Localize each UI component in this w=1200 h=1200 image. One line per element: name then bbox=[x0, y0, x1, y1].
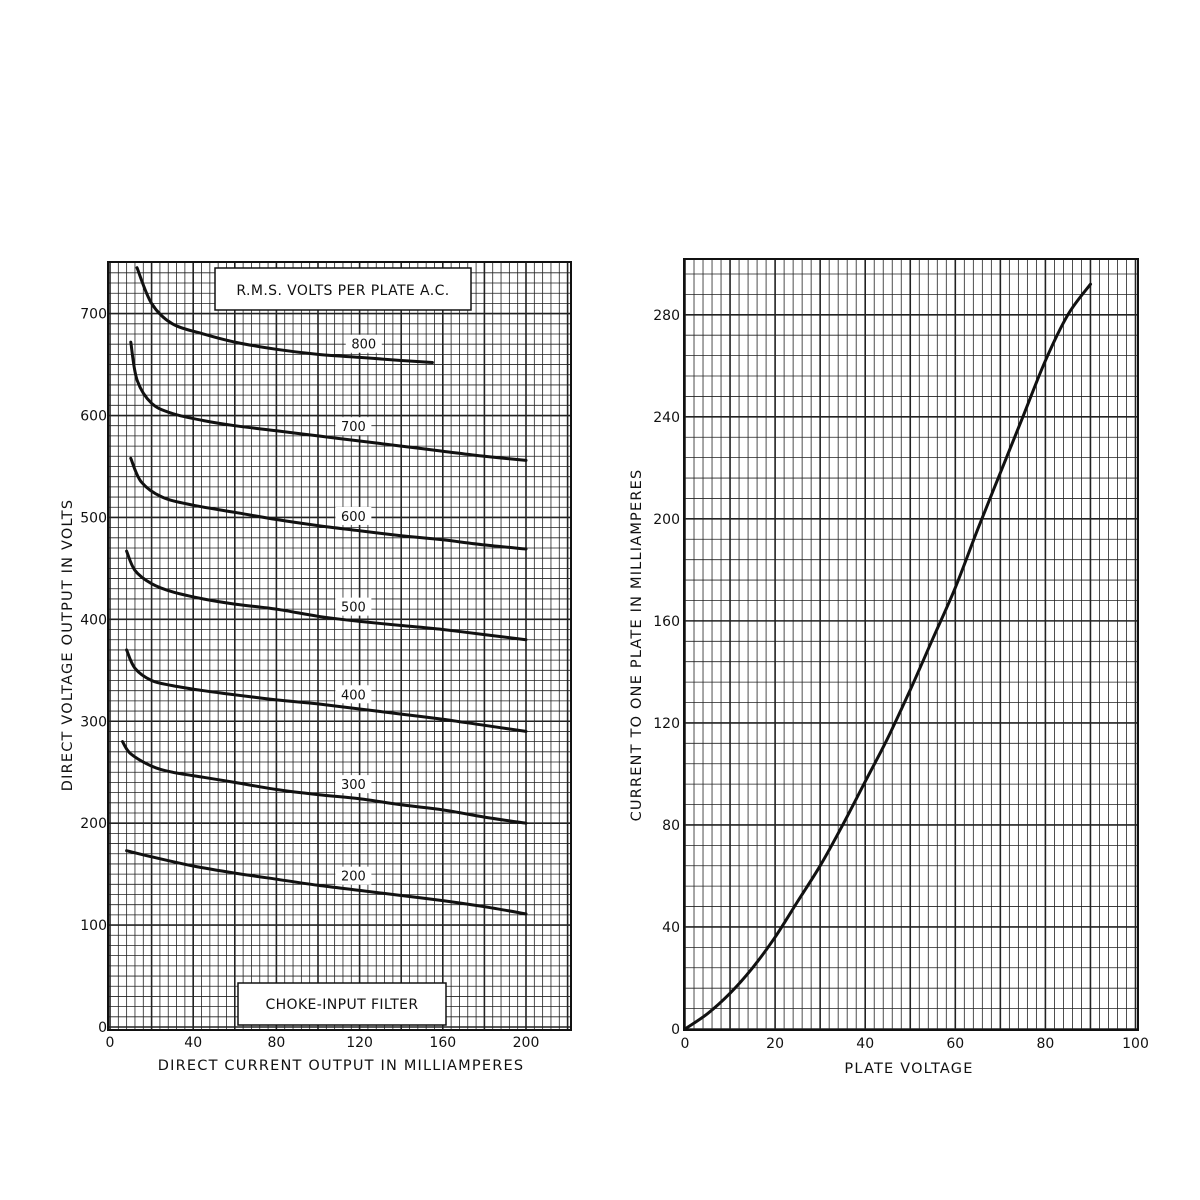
y-tick-label: 100 bbox=[80, 918, 107, 934]
x-tick-label: 20 bbox=[766, 1036, 784, 1052]
x-tick-label: 200 bbox=[513, 1035, 540, 1051]
right-x-tick-labels: 0 20 40 60 80 100 bbox=[681, 1036, 1149, 1052]
curve-label-300: 300 bbox=[341, 778, 366, 793]
curve-label-bg bbox=[335, 685, 372, 704]
curve-800 bbox=[135, 266, 434, 364]
curve-label-bg bbox=[335, 506, 372, 525]
x-tick-label: 40 bbox=[184, 1035, 202, 1051]
curve-label-bg bbox=[335, 417, 372, 436]
x-tick-label: 40 bbox=[856, 1036, 874, 1052]
y-tick-label: 160 bbox=[653, 614, 680, 630]
left-chart: 800 700 600 500 400 300 200 0 40 80 120 160 200 0 10… bbox=[60, 261, 572, 1074]
curve-label-bg bbox=[335, 866, 372, 885]
left-x-tick-labels: 0 40 80 120 160 200 bbox=[106, 1035, 540, 1051]
plot-frame bbox=[107, 261, 572, 1031]
y-tick-label: 200 bbox=[653, 512, 680, 528]
current-curve bbox=[683, 282, 1092, 1031]
right-grid bbox=[683, 258, 1139, 1031]
curve-label-800: 800 bbox=[351, 338, 376, 353]
right-y-axis-label: CURRENT TO ONE PLATE IN MILLIAMPERES bbox=[629, 469, 645, 822]
y-tick-label: 280 bbox=[653, 308, 680, 324]
curve-label-bg bbox=[335, 597, 372, 616]
filter-annotation-box bbox=[237, 982, 447, 1026]
y-tick-label: 0 bbox=[98, 1020, 107, 1036]
curve-700 bbox=[129, 340, 528, 462]
y-tick-label: 240 bbox=[653, 410, 680, 426]
plot-frame bbox=[683, 258, 1139, 1031]
y-tick-label: 700 bbox=[80, 307, 107, 323]
left-y-axis-label: DIRECT VOLTAGE OUTPUT IN VOLTS bbox=[60, 499, 76, 792]
curve-label-400: 400 bbox=[341, 688, 366, 703]
filter-annotation: CHOKE-INPUT FILTER bbox=[265, 997, 418, 1013]
x-tick-label: 0 bbox=[681, 1036, 690, 1052]
left-curve-labels: 800 700 600 500 400 300 200 bbox=[335, 334, 382, 885]
left-y-tick-labels: 0 100 200 300 400 500 600 700 bbox=[80, 307, 107, 1036]
curve-500 bbox=[125, 549, 528, 642]
curve-400 bbox=[125, 648, 528, 733]
x-tick-label: 60 bbox=[946, 1036, 964, 1052]
y-tick-label: 120 bbox=[653, 716, 680, 732]
y-tick-label: 500 bbox=[80, 510, 107, 526]
y-tick-label: 200 bbox=[80, 816, 107, 832]
curve-600 bbox=[129, 456, 528, 551]
curve-label-700: 700 bbox=[341, 420, 366, 435]
right-x-axis-label: PLATE VOLTAGE bbox=[844, 1061, 973, 1077]
curve-label-bg bbox=[345, 334, 382, 353]
curve-200 bbox=[125, 849, 528, 916]
x-tick-label: 80 bbox=[1036, 1036, 1054, 1052]
y-tick-label: 0 bbox=[671, 1022, 680, 1038]
y-tick-label: 40 bbox=[662, 920, 680, 936]
y-tick-label: 400 bbox=[80, 612, 107, 628]
curve-label-200: 200 bbox=[341, 870, 366, 885]
x-tick-label: 0 bbox=[106, 1035, 115, 1051]
curve-300 bbox=[121, 740, 528, 825]
legend-title-box bbox=[214, 267, 472, 311]
x-tick-label: 120 bbox=[346, 1035, 373, 1051]
left-x-axis-label: DIRECT CURRENT OUTPUT IN MILLIAMPERES bbox=[158, 1058, 524, 1074]
right-curves bbox=[683, 282, 1092, 1031]
right-y-tick-labels: 0 40 80 120 160 200 240 280 bbox=[653, 308, 680, 1038]
left-grid bbox=[107, 261, 572, 1031]
curve-label-bg bbox=[335, 775, 372, 794]
x-tick-label: 100 bbox=[1122, 1036, 1149, 1052]
legend-title: R.M.S. VOLTS PER PLATE A.C. bbox=[236, 283, 449, 299]
y-tick-label: 80 bbox=[662, 818, 680, 834]
x-tick-label: 80 bbox=[267, 1035, 285, 1051]
x-tick-label: 160 bbox=[429, 1035, 456, 1051]
curve-label-500: 500 bbox=[341, 601, 366, 616]
left-curves bbox=[121, 266, 528, 916]
y-tick-label: 300 bbox=[80, 714, 107, 730]
y-tick-label: 600 bbox=[80, 409, 107, 425]
curve-label-600: 600 bbox=[341, 510, 366, 525]
right-chart: 0 20 40 60 80 100 0 40 80 120 160 200 240 280 PLATE … bbox=[629, 258, 1149, 1077]
